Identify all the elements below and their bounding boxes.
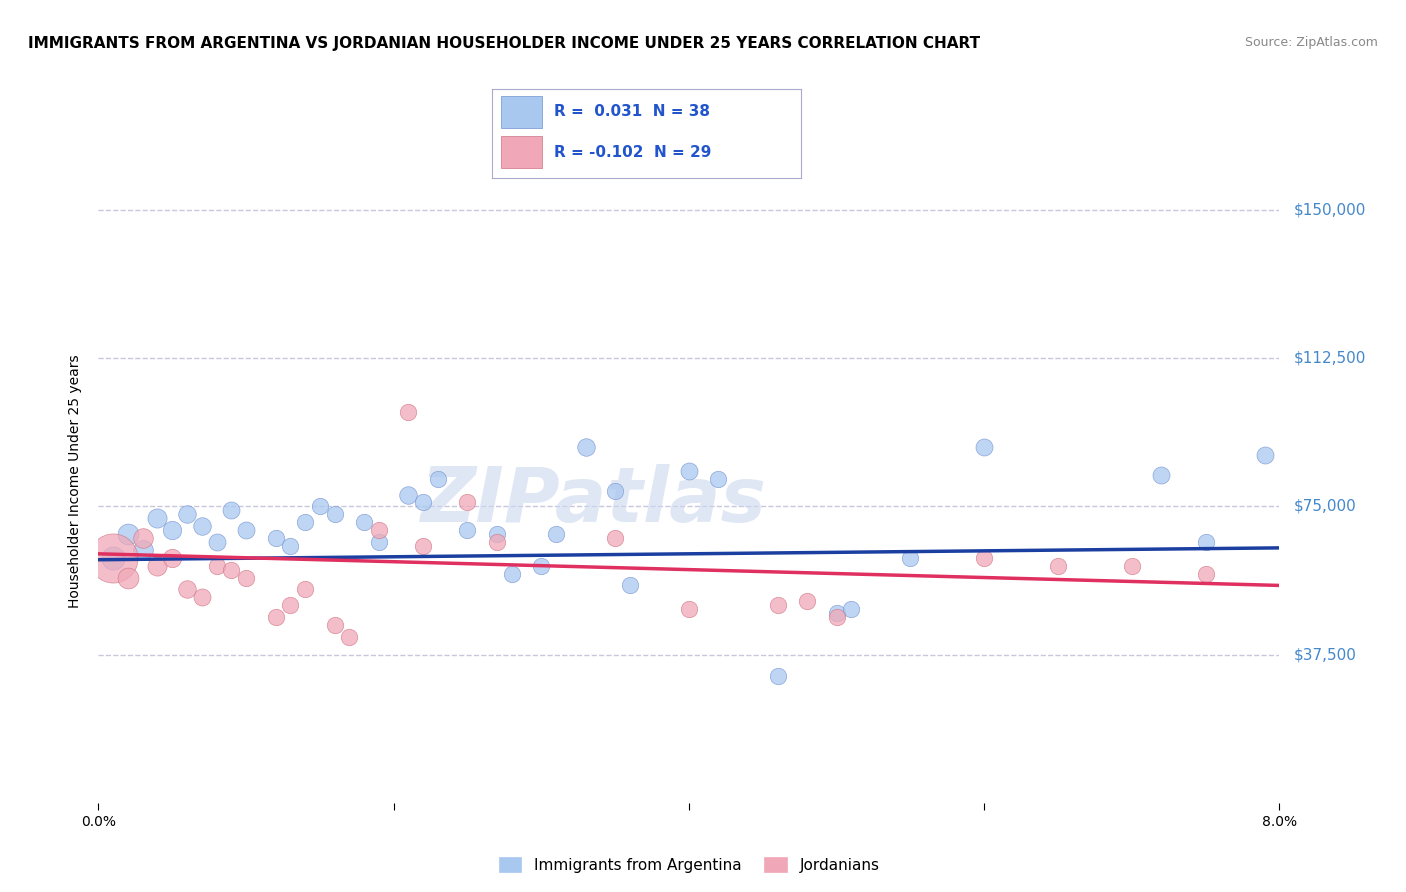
Point <box>396 487 419 501</box>
Point <box>501 566 523 581</box>
Text: R = -0.102  N = 29: R = -0.102 N = 29 <box>554 145 711 160</box>
Legend: Immigrants from Argentina, Jordanians: Immigrants from Argentina, Jordanians <box>492 850 886 879</box>
Point <box>766 598 789 612</box>
Point <box>264 531 287 545</box>
Point <box>353 515 375 529</box>
Point <box>574 440 596 454</box>
Point <box>162 550 183 565</box>
Bar <box>502 96 541 128</box>
Point <box>898 550 921 565</box>
Point <box>1121 558 1143 573</box>
Point <box>1254 448 1277 462</box>
Bar <box>502 136 541 168</box>
Point <box>146 511 169 525</box>
Text: Source: ZipAtlas.com: Source: ZipAtlas.com <box>1244 36 1378 49</box>
Point <box>176 508 198 522</box>
Point <box>456 495 478 509</box>
Text: IMMIGRANTS FROM ARGENTINA VS JORDANIAN HOUSEHOLDER INCOME UNDER 25 YEARS CORRELA: IMMIGRANTS FROM ARGENTINA VS JORDANIAN H… <box>28 36 980 51</box>
Point <box>191 591 214 605</box>
Point <box>132 531 155 545</box>
Point <box>605 531 627 545</box>
Point <box>825 606 848 620</box>
Point <box>456 523 478 537</box>
Point <box>103 550 124 565</box>
Text: $112,500: $112,500 <box>1294 351 1365 366</box>
Point <box>530 558 553 573</box>
Point <box>235 523 257 537</box>
Point <box>973 440 995 454</box>
Point <box>205 535 228 549</box>
Point <box>146 558 169 573</box>
Point <box>219 563 242 577</box>
Point <box>796 594 818 608</box>
Point <box>544 527 567 541</box>
Point <box>323 618 346 632</box>
Point <box>162 523 183 537</box>
Point <box>323 508 346 522</box>
Point <box>678 602 700 616</box>
Point <box>367 535 389 549</box>
Point <box>678 464 700 478</box>
Point <box>205 558 228 573</box>
Point <box>485 527 508 541</box>
Point <box>367 523 389 537</box>
Point <box>619 578 641 592</box>
Point <box>1046 558 1069 573</box>
Point <box>605 483 627 498</box>
Point <box>235 570 257 584</box>
Point <box>278 598 301 612</box>
Point <box>191 519 214 533</box>
Point <box>294 582 316 597</box>
Point <box>412 539 434 553</box>
Point <box>103 550 124 565</box>
Point <box>1194 566 1216 581</box>
Text: $150,000: $150,000 <box>1294 202 1365 218</box>
Text: R =  0.031  N = 38: R = 0.031 N = 38 <box>554 104 710 120</box>
Point <box>766 669 789 683</box>
Point <box>426 472 449 486</box>
Point <box>1194 535 1216 549</box>
Point <box>176 582 198 597</box>
Point <box>219 503 242 517</box>
Point <box>132 542 155 557</box>
Point <box>412 495 434 509</box>
Text: $75,000: $75,000 <box>1294 499 1357 514</box>
Text: $37,500: $37,500 <box>1294 647 1357 662</box>
Point <box>264 610 287 624</box>
Point <box>337 630 360 644</box>
Point <box>1150 467 1173 482</box>
Point <box>839 602 862 616</box>
Point <box>396 404 419 418</box>
Point <box>117 527 139 541</box>
Point <box>707 472 730 486</box>
Point <box>278 539 301 553</box>
Point <box>973 550 995 565</box>
Point <box>294 515 316 529</box>
Point <box>825 610 848 624</box>
Point <box>308 500 332 514</box>
Point <box>485 535 508 549</box>
Point <box>117 570 139 584</box>
Text: ZIPatlas: ZIPatlas <box>422 464 768 538</box>
Y-axis label: Householder Income Under 25 years: Householder Income Under 25 years <box>69 355 83 608</box>
